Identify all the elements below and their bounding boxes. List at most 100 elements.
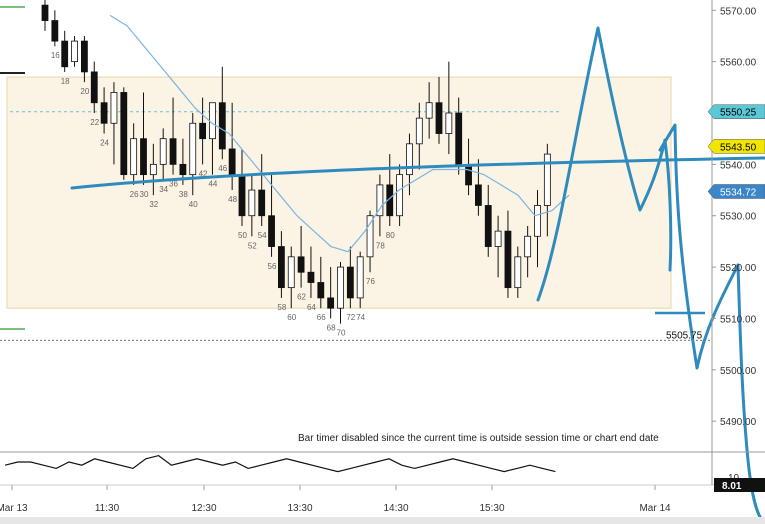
bar-number-label: 62 — [297, 293, 306, 302]
candle[interactable] — [534, 190, 541, 268]
candle-body — [41, 4, 49, 21]
candle[interactable] — [199, 97, 207, 165]
candle[interactable] — [425, 82, 433, 139]
candle-body — [149, 163, 157, 176]
price-tick-label: 5570.00 — [720, 6, 757, 17]
bar-number-label: 68 — [327, 323, 336, 332]
candle[interactable] — [189, 113, 197, 196]
candle[interactable] — [140, 92, 147, 185]
candle[interactable] — [120, 87, 128, 180]
price-tick-label: 5540.00 — [720, 160, 757, 171]
horizontal-scrollbar[interactable] — [0, 517, 765, 524]
candle-body — [179, 163, 187, 176]
plot-area[interactable] — [0, 0, 712, 341]
candle[interactable] — [356, 251, 364, 309]
bar-number-label: 46 — [218, 164, 227, 173]
candle[interactable] — [504, 210, 512, 298]
bar-number-label: 32 — [149, 200, 158, 209]
bar-number-label: 66 — [317, 313, 326, 322]
candle-body — [199, 122, 207, 140]
time-tick-label: 11:30 — [95, 503, 120, 514]
candle-body — [396, 174, 404, 217]
candle-body — [346, 266, 354, 299]
candle[interactable] — [445, 61, 453, 155]
candle-body — [524, 235, 532, 258]
time-tick-label: 14:30 — [383, 503, 408, 514]
candle-body — [297, 256, 305, 273]
candle[interactable] — [337, 261, 344, 324]
bar-number-label: 18 — [61, 77, 70, 86]
candle-body — [277, 246, 285, 289]
price-tick-label: 5520.00 — [720, 263, 757, 274]
candle[interactable] — [327, 267, 335, 319]
candle[interactable] — [406, 133, 413, 196]
price-tick-label: 5510.00 — [720, 314, 757, 325]
candle[interactable] — [81, 35, 88, 83]
price-tag[interactable]: 5543.50 — [707, 139, 765, 154]
candle[interactable] — [543, 143, 551, 237]
candle[interactable] — [169, 97, 177, 175]
candle-body — [474, 184, 482, 206]
candle[interactable] — [386, 154, 394, 226]
candle[interactable] — [415, 102, 423, 170]
candle[interactable] — [159, 128, 167, 180]
candle[interactable] — [130, 123, 138, 185]
candle[interactable] — [71, 35, 78, 67]
candle[interactable] — [41, 0, 49, 31]
candle[interactable] — [317, 256, 325, 309]
candle[interactable] — [484, 184, 492, 257]
candle[interactable] — [474, 159, 482, 216]
candle[interactable] — [258, 154, 266, 226]
candle[interactable] — [51, 10, 59, 47]
candle-body — [228, 148, 236, 176]
candle[interactable] — [366, 210, 374, 273]
candle-body — [484, 205, 492, 247]
indicator-line — [4, 454, 556, 473]
indicator-value-tag[interactable]: 8.01 — [714, 478, 765, 492]
candle[interactable] — [435, 77, 443, 144]
candle[interactable] — [494, 215, 502, 278]
candle-body — [248, 189, 256, 217]
candle[interactable] — [268, 174, 275, 257]
candle[interactable] — [100, 87, 108, 134]
candle-body — [258, 189, 266, 217]
indicator-panel[interactable]: 108.01 — [0, 451, 765, 492]
price-tag[interactable]: 5550.25 — [707, 104, 765, 119]
candle[interactable] — [90, 61, 98, 113]
candle[interactable] — [149, 143, 157, 196]
candle[interactable] — [248, 174, 256, 237]
candle-body — [120, 92, 128, 176]
indicator-value-box — [714, 478, 765, 492]
candle[interactable] — [346, 246, 354, 309]
time-axis[interactable]: Mar 13 11:30 12:30 13:30 14:30 15:30 Mar 14 — [0, 485, 765, 524]
candle-body — [51, 20, 59, 42]
candle[interactable] — [376, 174, 384, 237]
candle[interactable] — [514, 246, 522, 298]
bar-number-label: 54 — [258, 231, 267, 240]
candle[interactable] — [455, 97, 463, 175]
candle[interactable] — [218, 66, 226, 160]
bar-number-label: 20 — [80, 87, 89, 96]
bar-number-label: 64 — [307, 303, 316, 312]
candle-body — [356, 256, 364, 299]
candle-body — [90, 71, 98, 104]
price-tick-label: 5530.00 — [720, 212, 757, 223]
candle-body — [287, 256, 295, 289]
candle-body — [425, 102, 433, 119]
candle[interactable] — [524, 226, 532, 278]
price-tag[interactable]: 5534.72 — [707, 184, 765, 199]
candle-body — [543, 153, 551, 206]
bar-number-label: 72 — [346, 313, 355, 322]
candle[interactable] — [110, 82, 118, 165]
candle[interactable] — [61, 30, 69, 72]
candle[interactable] — [396, 164, 404, 226]
candle[interactable] — [307, 246, 315, 298]
candle[interactable] — [277, 231, 285, 298]
candle-body — [366, 215, 374, 258]
candle[interactable] — [297, 226, 305, 288]
candle[interactable] — [179, 138, 187, 185]
candle[interactable] — [287, 246, 295, 309]
bar-number-label: 60 — [287, 313, 296, 322]
price-axis[interactable]: 5570.005560.005550.005540.005530.005520.… — [707, 0, 765, 452]
